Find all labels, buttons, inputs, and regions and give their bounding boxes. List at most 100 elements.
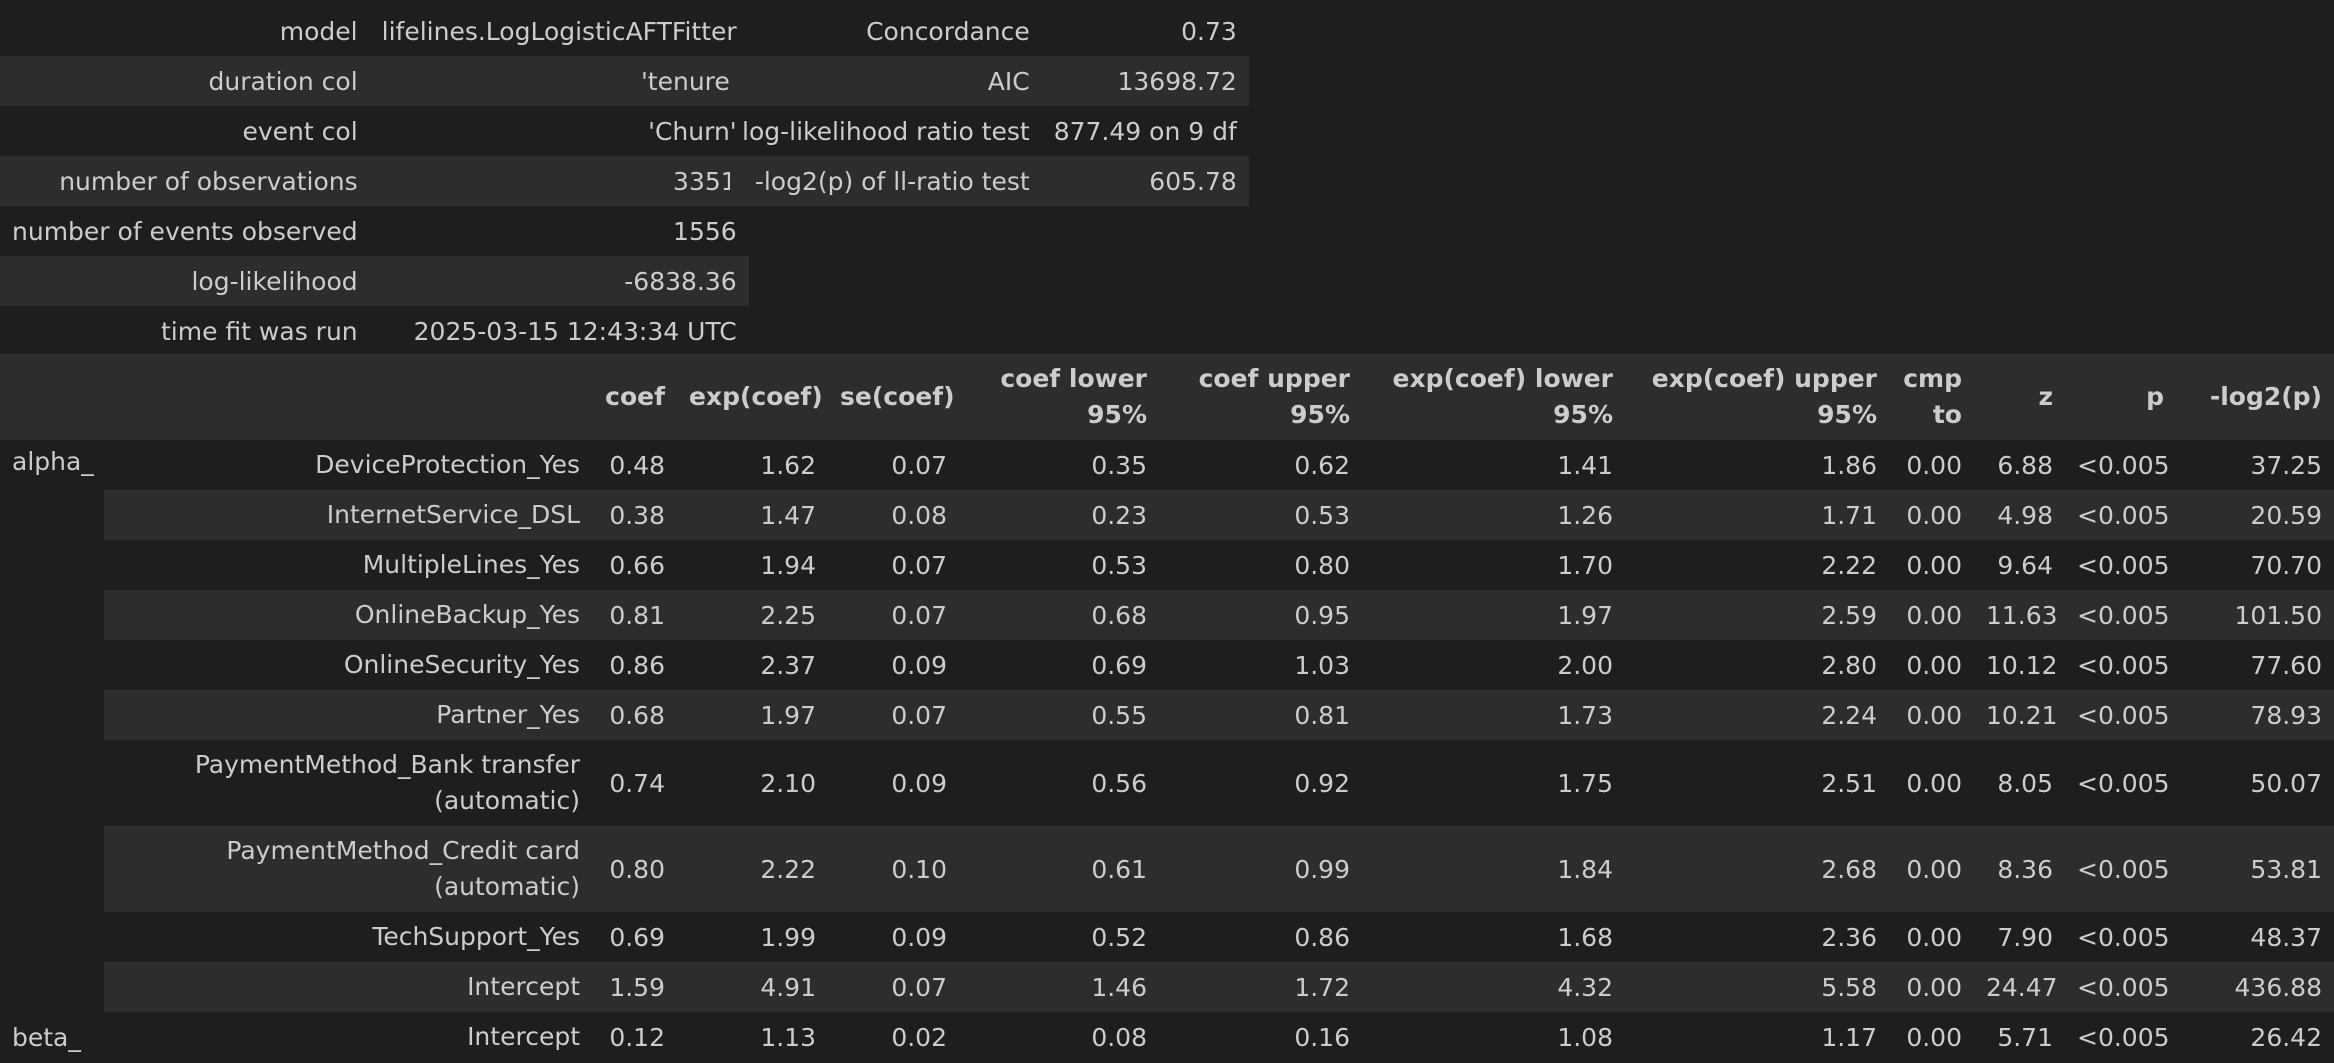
cell-value: 0.07 xyxy=(891,972,947,1002)
summary-right-key: Concordance xyxy=(866,16,1030,46)
cell-value: 77.60 xyxy=(2250,650,2322,680)
table-row: Partner_Yes 0.68 1.97 0.07 0.55 0.81 1.73 2.24 0… xyxy=(0,690,2334,740)
cell-value: <0.005 xyxy=(2077,450,2170,480)
cell-value: 0.86 xyxy=(609,650,665,680)
cell-value: 0.12 xyxy=(609,1022,665,1052)
cell-value: 0.00 xyxy=(1906,700,1962,730)
cell-value: <0.005 xyxy=(2077,1022,2170,1052)
summary-left-key: number of events observed xyxy=(12,216,358,246)
summary-left-value: 2025-03-15 12:43:34 UTC xyxy=(413,316,737,346)
cell-value: 0.35 xyxy=(1091,450,1147,480)
cell-value: 10.12 xyxy=(1986,650,2058,680)
cell-value: 0.80 xyxy=(1294,550,1350,580)
column-header: p xyxy=(2065,354,2176,440)
cell-value: 50.07 xyxy=(2250,768,2322,798)
summary-left-key: model xyxy=(279,16,358,46)
cell-value: 0.00 xyxy=(1906,600,1962,630)
summary-left-key: log-likelihood xyxy=(191,266,358,296)
cell-value: 0.00 xyxy=(1906,450,1962,480)
cell-value: 9.64 xyxy=(1997,550,2053,580)
summary-right-value: 877.49 on 9 df xyxy=(1053,116,1237,146)
summary-left-value: 'tenure' xyxy=(640,66,737,96)
cell-value: 10.21 xyxy=(1986,700,2058,730)
cell-value: 4.91 xyxy=(760,972,816,1002)
summary-left-row: event col 'Churn' xyxy=(0,106,749,156)
cell-value: 4.98 xyxy=(1997,500,2053,530)
cell-value: 1.94 xyxy=(760,550,816,580)
cell-value: 2.80 xyxy=(1821,650,1877,680)
cell-value: 1.62 xyxy=(760,450,816,480)
cell-value: 0.61 xyxy=(1091,854,1147,884)
cell-value: 0.69 xyxy=(609,922,665,952)
column-header: z xyxy=(1974,354,2065,440)
cell-value: 0.38 xyxy=(609,500,665,530)
cell-value: 2.51 xyxy=(1821,768,1877,798)
cell-value: 11.63 xyxy=(1986,600,2058,630)
group-label: alpha_ xyxy=(0,440,104,1012)
param-name: PaymentMethod_Credit card (automatic) xyxy=(226,836,580,901)
cell-value: 6.88 xyxy=(1997,450,2053,480)
table-row: beta_ Intercept 0.12 1.13 0.02 0.08 0.16 1.08 1.… xyxy=(0,1012,2334,1062)
cell-value: 1.75 xyxy=(1557,768,1613,798)
cell-value: 26.42 xyxy=(2250,1022,2322,1052)
summary-left-key: duration col xyxy=(208,66,358,96)
param-header xyxy=(104,354,592,440)
summary-right-value: 0.73 xyxy=(1181,16,1237,46)
cell-value: 0.02 xyxy=(891,1022,947,1052)
cell-value: 1.46 xyxy=(1091,972,1147,1002)
cell-value: 0.81 xyxy=(609,600,665,630)
cell-value: 1.13 xyxy=(760,1022,816,1052)
table-row: OnlineSecurity_Yes 0.86 2.37 0.09 0.69 1.03 2.… xyxy=(0,640,2334,690)
cell-value: 48.37 xyxy=(2250,922,2322,952)
summary-left-row: log-likelihood -6838.36 xyxy=(0,256,749,306)
cell-value: 0.62 xyxy=(1294,450,1350,480)
cell-value: <0.005 xyxy=(2077,600,2170,630)
param-name: OnlineBackup_Yes xyxy=(354,600,580,629)
param-name: TechSupport_Yes xyxy=(372,922,580,951)
cell-value: 0.74 xyxy=(609,768,665,798)
cell-value: 0.07 xyxy=(891,600,947,630)
column-header: coef upper 95% xyxy=(1159,354,1362,440)
table-row: PaymentMethod_Bank transfer (automatic) 0… xyxy=(0,740,2334,826)
cell-value: 0.09 xyxy=(891,650,947,680)
cell-value: 1.86 xyxy=(1821,450,1877,480)
cell-value: <0.005 xyxy=(2077,650,2170,680)
column-header: coef lower 95% xyxy=(959,354,1159,440)
cell-value: <0.005 xyxy=(2077,700,2170,730)
cell-value: 0.69 xyxy=(1091,650,1147,680)
cell-value: 1.71 xyxy=(1821,500,1877,530)
cell-value: 0.86 xyxy=(1294,922,1350,952)
summary-left-value: 'Churn' xyxy=(648,116,737,146)
cell-value: 2.68 xyxy=(1821,854,1877,884)
cell-value: 1.03 xyxy=(1294,650,1350,680)
cell-value: 8.36 xyxy=(1997,854,2053,884)
table-row: Intercept 1.59 4.91 0.07 1.46 1.72 4.32 5.58 0.0… xyxy=(0,962,2334,1012)
summary-left-row: number of events observed 1556 xyxy=(0,206,749,256)
cell-value: 1.26 xyxy=(1557,500,1613,530)
cell-value: 0.80 xyxy=(609,854,665,884)
cell-value: 1.17 xyxy=(1821,1022,1877,1052)
column-header: exp(coef) upper 95% xyxy=(1625,354,1889,440)
summary-right-key: AIC xyxy=(987,66,1030,96)
cell-value: 1.84 xyxy=(1557,854,1613,884)
cell-value: 0.00 xyxy=(1906,922,1962,952)
cell-value: 1.99 xyxy=(760,922,816,952)
cell-value: 1.72 xyxy=(1294,972,1350,1002)
param-name: MultipleLines_Yes xyxy=(362,550,580,579)
cell-value: <0.005 xyxy=(2077,922,2170,952)
model-summary-table: model lifelines.LogLogisticAFTFitter durat… xyxy=(0,6,749,356)
summary-left-value: 3351 xyxy=(673,166,737,196)
param-name: Intercept xyxy=(467,972,580,1001)
cell-value: 0.48 xyxy=(609,450,665,480)
cell-value: 2.22 xyxy=(1821,550,1877,580)
cell-value: 0.09 xyxy=(891,922,947,952)
param-name: Intercept xyxy=(467,1022,580,1051)
cell-value: 0.56 xyxy=(1091,768,1147,798)
cell-value: 0.52 xyxy=(1091,922,1147,952)
summary-left-value: lifelines.LogLogisticAFTFitter xyxy=(381,16,737,46)
column-header: se(coef) xyxy=(828,354,959,440)
column-header: -log2(p) xyxy=(2176,354,2334,440)
cell-value: 0.00 xyxy=(1906,500,1962,530)
cell-value: 0.16 xyxy=(1294,1022,1350,1052)
cell-value: 0.95 xyxy=(1294,600,1350,630)
